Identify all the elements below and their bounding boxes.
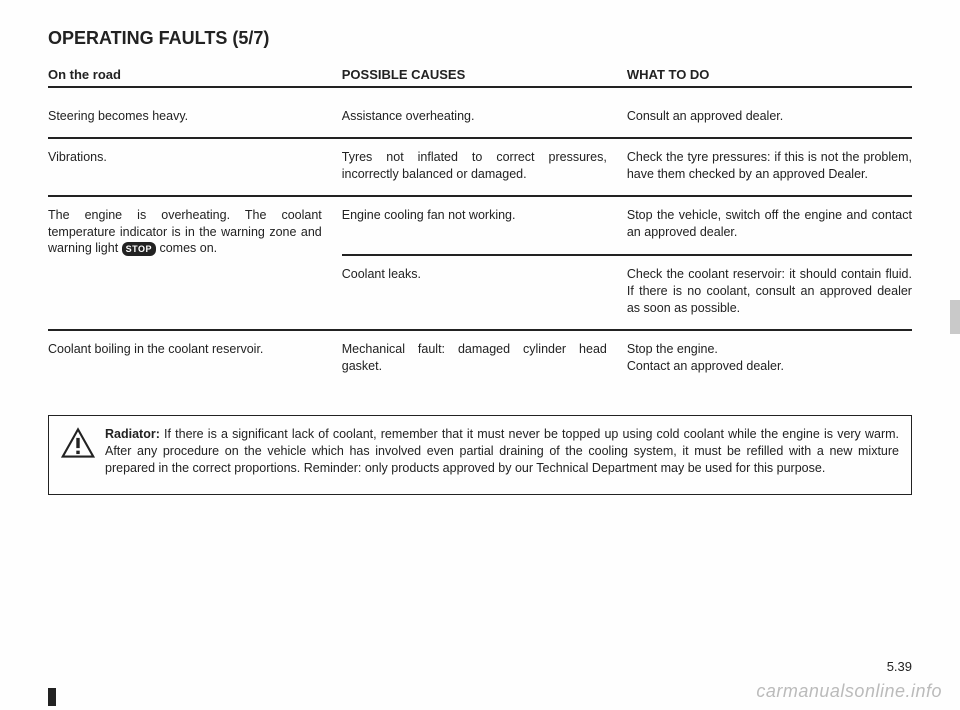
cell-cause: Tyres not inflated to correct pressures,… bbox=[342, 149, 627, 183]
col-header-action: WHAT TO DO bbox=[627, 67, 912, 82]
stop-icon: STOP bbox=[122, 242, 156, 256]
radiator-note: Radiator: If there is a significant lack… bbox=[48, 415, 912, 496]
note-body: If there is a significant lack of coolan… bbox=[105, 427, 899, 475]
cell-symptom: Coolant boiling in the coolant reservoir… bbox=[48, 341, 342, 375]
cell-action: Check the coolant reservoir: it should c… bbox=[627, 266, 912, 317]
cell-action: Stop the engine. Contact an approved dea… bbox=[627, 341, 912, 375]
watermark: carmanualsonline.info bbox=[756, 681, 942, 702]
table-row: Steering becomes heavy. Assistance overh… bbox=[48, 98, 912, 139]
cell-cause: Assistance overheating. bbox=[342, 108, 627, 125]
col-header-symptom: On the road bbox=[48, 67, 342, 82]
table-row: Vibrations. Tyres not inflated to correc… bbox=[48, 139, 912, 197]
table-row: Coolant boiling in the coolant reservoir… bbox=[48, 331, 912, 387]
page-title: OPERATING FAULTS (5/7) bbox=[48, 28, 912, 49]
cell-symptom: Vibrations. bbox=[48, 149, 342, 183]
faults-table: On the road POSSIBLE CAUSES WHAT TO DO S… bbox=[48, 67, 912, 387]
cell-cause: Mechanical fault: damaged cylinder head … bbox=[342, 341, 627, 375]
symptom-text-post: comes on. bbox=[159, 241, 217, 255]
table-row: The engine is overheating. The coolant t… bbox=[48, 197, 912, 331]
cell-action: Stop the vehicle, switch off the engine … bbox=[627, 207, 912, 241]
title-sub: (5/7) bbox=[232, 28, 269, 48]
warning-icon bbox=[61, 426, 95, 460]
note-label: Radiator: bbox=[105, 427, 160, 441]
note-text: Radiator: If there is a significant lack… bbox=[105, 426, 899, 477]
cell-action: Check the tyre pressures: if this is not… bbox=[627, 149, 912, 183]
manual-page: OPERATING FAULTS (5/7) On the road POSSI… bbox=[0, 0, 960, 495]
cell-cause: Coolant leaks. bbox=[342, 266, 627, 317]
cell-symptom: The engine is overheating. The coolant t… bbox=[48, 207, 342, 317]
cell-action: Consult an approved dealer. bbox=[627, 108, 912, 125]
title-main: OPERATING FAULTS bbox=[48, 28, 227, 48]
cell-cause: Engine cooling fan not working. bbox=[342, 207, 627, 241]
table-subrow: Coolant leaks. Check the coolant reservo… bbox=[342, 254, 912, 317]
page-number: 5.39 bbox=[887, 659, 912, 674]
col-header-causes: POSSIBLE CAUSES bbox=[342, 67, 627, 82]
footer-marks bbox=[48, 688, 56, 706]
table-header: On the road POSSIBLE CAUSES WHAT TO DO bbox=[48, 67, 912, 88]
cell-cause-group: Engine cooling fan not working. Stop the… bbox=[342, 207, 912, 317]
side-tab bbox=[950, 300, 960, 334]
cell-symptom: Steering becomes heavy. bbox=[48, 108, 342, 125]
